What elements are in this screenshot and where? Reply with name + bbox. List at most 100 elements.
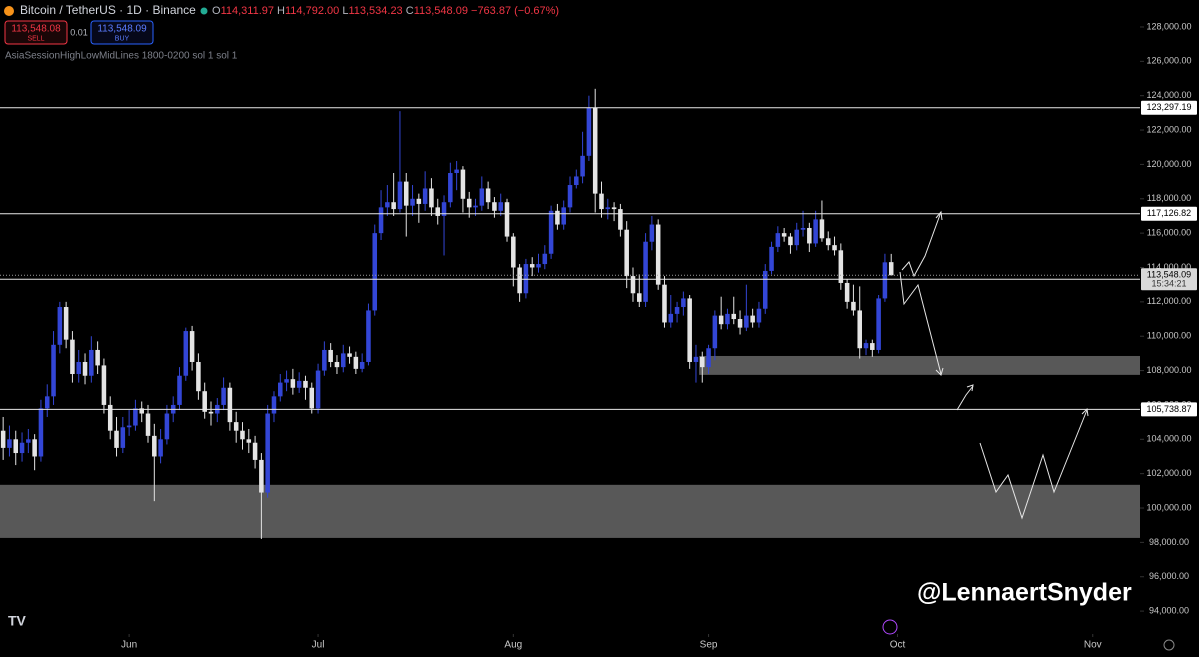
x-tick-label: Oct [890, 640, 906, 651]
candle-body [290, 379, 296, 388]
candle-body [196, 361, 201, 392]
candle-body [643, 241, 648, 302]
candle-body [523, 264, 529, 294]
candle-body [32, 439, 37, 457]
candle-body [19, 442, 25, 454]
candle-body [460, 169, 466, 199]
level-label-box [1141, 206, 1197, 221]
zone [699, 355, 1140, 375]
l-key: L [342, 5, 348, 17]
y-tick-label: 116,000.00 [1147, 228, 1191, 238]
candle-body [699, 356, 705, 368]
candle-body [63, 307, 69, 340]
buy-button[interactable] [90, 20, 154, 45]
o-key: O [212, 5, 221, 17]
candle-body [762, 270, 768, 309]
last-price-label: 113,548.09 [1147, 270, 1191, 280]
arrow-head [1081, 407, 1089, 417]
x-tick-label: Sep [700, 640, 718, 651]
c-value: 113,548.09 [414, 5, 468, 17]
x-tick-label: Jun [121, 640, 137, 651]
x-tick-label: Aug [504, 640, 522, 651]
l-value: 113,534.23 [348, 5, 402, 17]
candle-body [492, 202, 497, 211]
sell-label: SELL [27, 35, 44, 42]
symbol: Bitcoin / TetherUS · 1D · Binance [20, 3, 196, 17]
candle-body [397, 181, 403, 210]
candle-body [278, 382, 283, 397]
settings-icon[interactable] [1163, 639, 1175, 651]
candle-body [145, 413, 151, 436]
candle-body [744, 315, 749, 328]
sell-button[interactable] [4, 20, 68, 45]
candle-body [794, 229, 800, 246]
candle-body [888, 262, 894, 276]
status-dot [200, 7, 208, 15]
candle-body [385, 202, 390, 208]
candle-body [882, 262, 888, 299]
header: Bitcoin / TetherUS · 1D · Binance O114,3… [4, 3, 559, 17]
candle-body [133, 408, 138, 426]
arrow-head [966, 384, 974, 392]
candle-body [152, 435, 157, 457]
candle-body [479, 188, 485, 206]
candle-body [668, 313, 674, 323]
candle-body [359, 361, 365, 369]
candle-body [334, 361, 340, 368]
level-label-box [1141, 402, 1197, 417]
candle-body [485, 188, 491, 203]
candle-body [429, 188, 434, 208]
flash-icon[interactable] [882, 619, 898, 635]
candle-body [548, 210, 554, 254]
candle-body [756, 308, 762, 323]
x-tick-label: Jul [312, 640, 325, 651]
candle-body [240, 430, 245, 440]
y-tick-label: 108,000.00 [1146, 365, 1191, 375]
candle-body [38, 408, 44, 457]
projection-path [901, 211, 942, 278]
level-label: 117,126.82 [1147, 208, 1191, 218]
y-tick-label: 114,000.00 [1147, 262, 1191, 272]
candle-body [107, 404, 113, 431]
candle-body [586, 107, 592, 156]
candle-body [57, 307, 63, 345]
h-value: 114,792.00 [285, 5, 339, 17]
candle-body [227, 387, 233, 423]
candle-body [511, 236, 516, 268]
candle-body [454, 169, 459, 174]
candle-body [51, 344, 56, 397]
candle-body [208, 411, 214, 414]
candle-body [649, 224, 655, 242]
candle-body [422, 188, 428, 204]
candle-body [340, 353, 346, 368]
y-tick-label: 94,000.00 [1149, 605, 1189, 615]
candle-body [574, 176, 579, 186]
x-tick-label: Nov [1084, 640, 1102, 651]
candle-body [498, 202, 503, 211]
candle-body [681, 298, 686, 308]
candle-body [624, 229, 629, 277]
candle-body [391, 202, 396, 210]
candle-body [435, 207, 441, 216]
candle-body [807, 227, 812, 244]
quantity: 0.01 [70, 27, 88, 37]
candle-body [737, 319, 743, 328]
candle-body [328, 349, 333, 362]
candle-body [838, 250, 844, 283]
candle-body [315, 370, 321, 409]
candle-body [769, 246, 774, 271]
candle-body [44, 396, 50, 409]
candle-body [599, 193, 604, 210]
sell-price: 113,548.08 [11, 24, 61, 35]
candle-body [561, 207, 566, 225]
projection-path [899, 271, 942, 375]
candle-body [592, 107, 598, 194]
y-tick-label: 126,000.00 [1146, 56, 1191, 66]
y-tick-label: 98,000.00 [1149, 537, 1189, 547]
y-tick-label: 128,000.00 [1146, 21, 1191, 31]
candle-body [611, 207, 617, 210]
y-tick-label: 96,000.00 [1149, 571, 1189, 581]
candle-body [378, 207, 384, 234]
zone [0, 484, 1140, 538]
